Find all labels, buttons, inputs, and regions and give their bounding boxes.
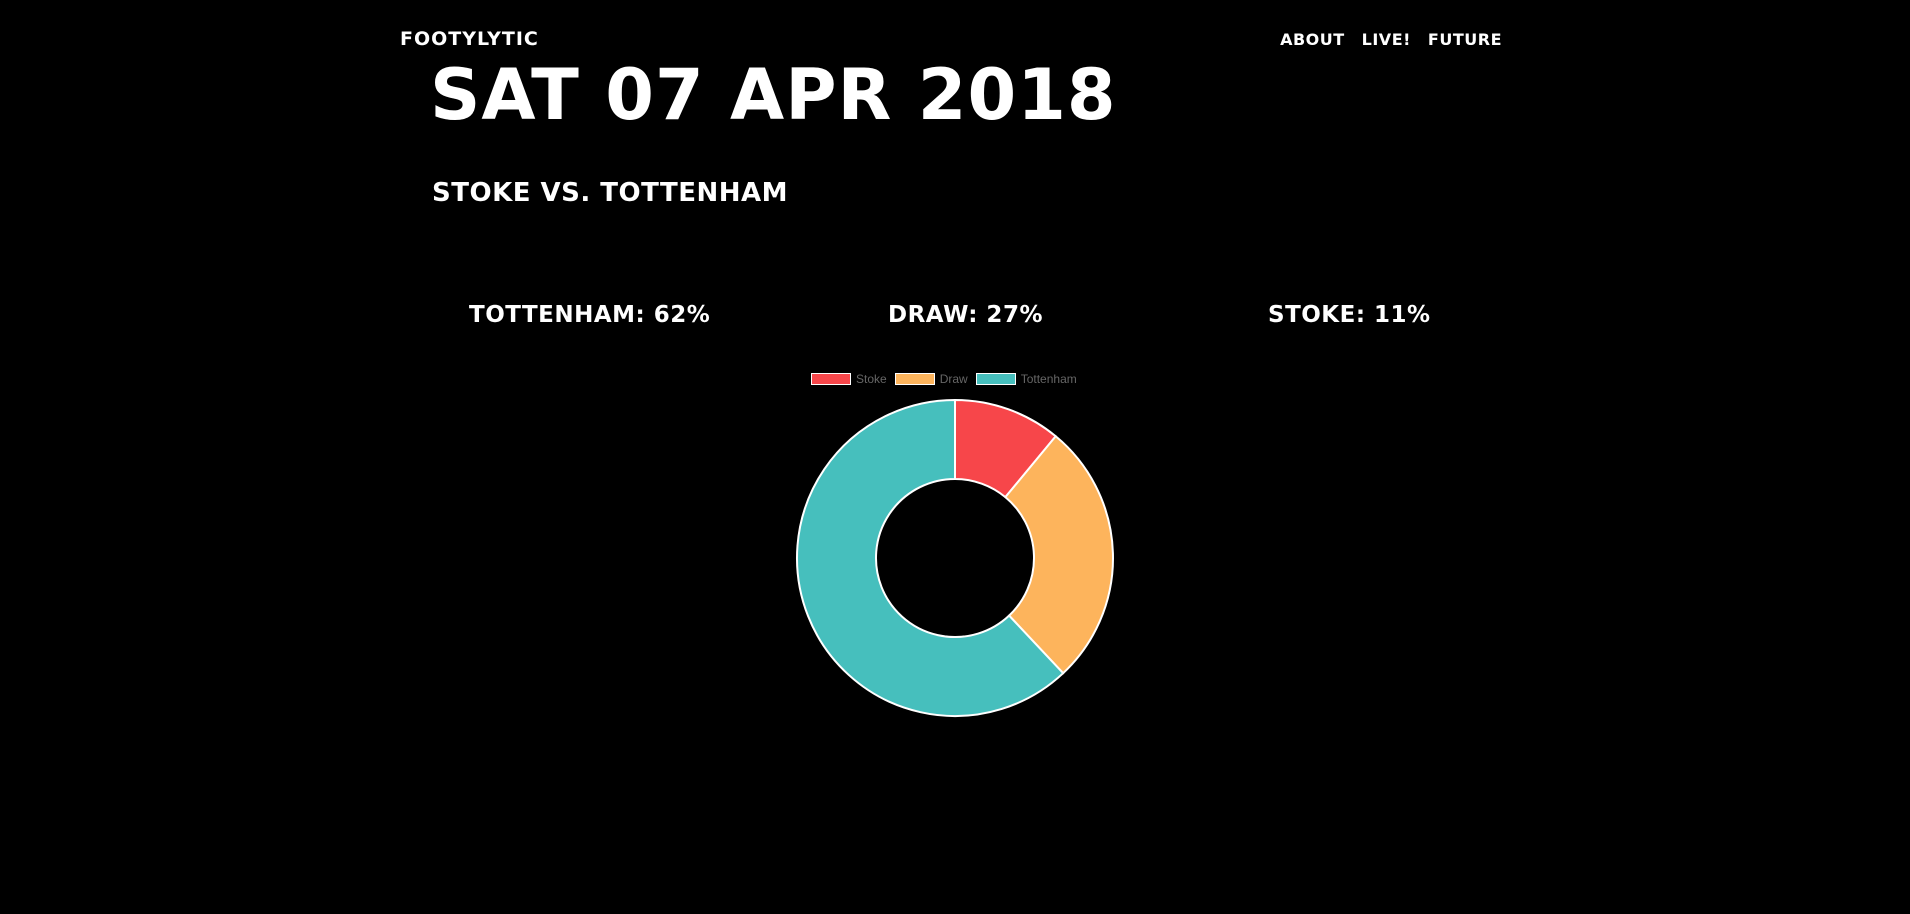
- legend-item-stoke[interactable]: Stoke: [811, 372, 887, 386]
- legend-swatch-stoke: [811, 373, 851, 385]
- legend-label-tottenham: Tottenham: [1020, 372, 1077, 386]
- nav-about-link[interactable]: ABOUT: [1280, 30, 1345, 49]
- nav-live-link[interactable]: LIVE!: [1361, 30, 1411, 49]
- slice-tottenham[interactable]: [796, 398, 1065, 717]
- legend-label-draw: Draw: [939, 372, 968, 386]
- legend-swatch-draw: [894, 373, 935, 385]
- chart-legend: Stoke Draw Tottenham: [811, 372, 1085, 386]
- main-nav: ABOUT LIVE! FUTURE: [1280, 30, 1502, 49]
- nav-future-link[interactable]: FUTURE: [1427, 30, 1502, 49]
- stoke-probability: STOKE: 11%: [1268, 302, 1431, 328]
- legend-label-stoke: Stoke: [856, 372, 887, 386]
- legend-item-tottenham[interactable]: Tottenham: [975, 372, 1077, 386]
- match-date: SAT 07 APR 2018: [430, 54, 1117, 136]
- match-title: STOKE VS. TOTTENHAM: [432, 178, 788, 208]
- tottenham-probability: TOTTENHAM: 62%: [469, 302, 711, 328]
- legend-swatch-tottenham: [975, 373, 1016, 385]
- draw-probability: DRAW: 27%: [888, 302, 1043, 328]
- legend-item-draw[interactable]: Draw: [894, 372, 968, 386]
- brand-logo[interactable]: FOOTYLYTIC: [400, 28, 539, 50]
- probability-doughnut-chart: [796, 398, 1114, 717]
- slice-draw[interactable]: [1003, 434, 1114, 675]
